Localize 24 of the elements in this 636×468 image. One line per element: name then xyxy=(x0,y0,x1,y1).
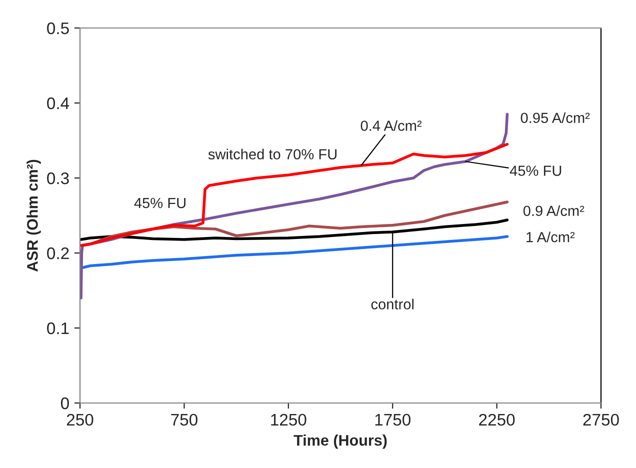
y-tick-label: 0.5 xyxy=(47,22,69,34)
y-axis-title: ASR (Ohm cm²) xyxy=(26,160,41,272)
y-tick-label: 0 xyxy=(60,397,69,410)
y-tick-label: 0.3 xyxy=(47,172,69,184)
annotation: 0.9 A/cm² xyxy=(523,205,584,216)
x-tick-label: 250 xyxy=(66,414,94,426)
x-axis-title: Time (Hours) xyxy=(294,434,387,449)
annotation: 1 A/cm² xyxy=(526,232,575,242)
x-tick-label: 2250 xyxy=(479,414,515,426)
annotation: 0.95 A/cm² xyxy=(520,112,590,124)
annotation: control xyxy=(371,298,414,310)
line-series xyxy=(80,142,509,247)
x-tick-label: 1750 xyxy=(375,414,410,426)
x-tick-label: 2750 xyxy=(583,414,619,426)
annotation: 45% FU xyxy=(510,166,562,176)
annotation: 45% FU xyxy=(134,198,186,208)
line-series xyxy=(80,235,509,270)
y-tick-label: 0.2 xyxy=(47,247,69,260)
x-tick-label: 750 xyxy=(171,414,198,426)
y-tick-label: 0.4 xyxy=(47,97,70,110)
annotation: 0.4 A/cm² xyxy=(360,120,422,131)
y-tick-label: 0.1 xyxy=(47,322,69,334)
annotation: switched to 70% FU xyxy=(208,148,336,160)
x-tick-label: 1250 xyxy=(271,414,306,426)
